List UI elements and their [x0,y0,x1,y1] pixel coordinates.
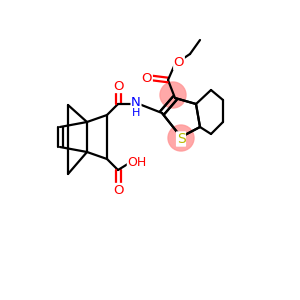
Text: O: O [142,71,152,85]
Text: O: O [174,56,184,70]
Text: S: S [177,132,185,146]
Circle shape [168,125,194,151]
Circle shape [160,82,186,108]
Text: OH: OH [128,155,147,169]
Text: O: O [113,80,123,92]
Text: N: N [131,97,141,110]
Text: H: H [132,108,140,118]
Text: O: O [113,184,123,196]
